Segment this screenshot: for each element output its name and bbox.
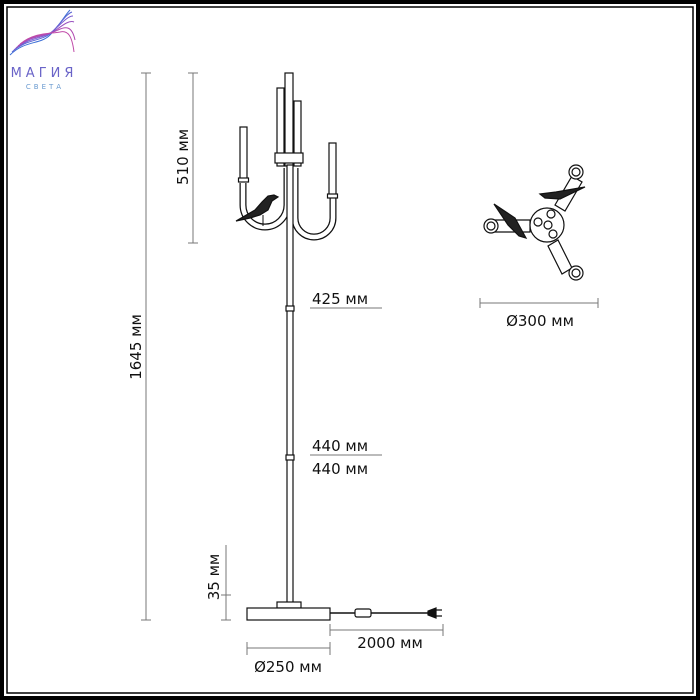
dim-base-diameter: Ø250 мм [254,658,322,676]
logo-text-sub: СВЕТА [26,83,64,91]
joint-2 [285,454,295,461]
plug-icon [427,607,442,619]
stem [286,164,294,606]
dim-total-height: 1645 мм [127,314,145,380]
joint-1 [285,305,295,312]
left-ring [237,177,250,183]
right-ring [326,193,339,199]
bird-icon [235,194,280,222]
switch [354,608,372,618]
left-tube [239,126,248,180]
band [274,152,304,164]
right-arm [291,168,337,241]
right-tube [328,142,337,196]
dim-top-diameter: Ø300 мм [506,312,574,330]
logo: МАГИЯ СВЕТА [9,9,78,91]
dim-segment-top: 425 мм [312,290,368,308]
dim-shade-height: 510 мм [174,129,192,185]
base-collar [276,601,302,609]
dim-segment-mid: 440 мм [312,437,368,455]
tube-1 [284,72,294,167]
inner-frame [6,6,694,694]
base [246,607,331,621]
lamp-top-view [483,164,586,281]
tube-3 [293,100,302,167]
bird-top-icon-1 [493,203,528,239]
bird-top-icon-2 [538,186,586,200]
logo-text-main: МАГИЯ [11,66,78,81]
tube-2 [276,87,285,167]
lamp-side-view [235,72,442,621]
dim-segment-low: 440 мм [312,460,368,478]
dim-base-height: 35 мм [205,554,223,601]
dim-cord-length: 2000 мм [357,634,423,652]
logo-waves-icon [9,9,76,56]
arm-bottom [547,239,573,275]
dimension-lines [141,72,599,655]
